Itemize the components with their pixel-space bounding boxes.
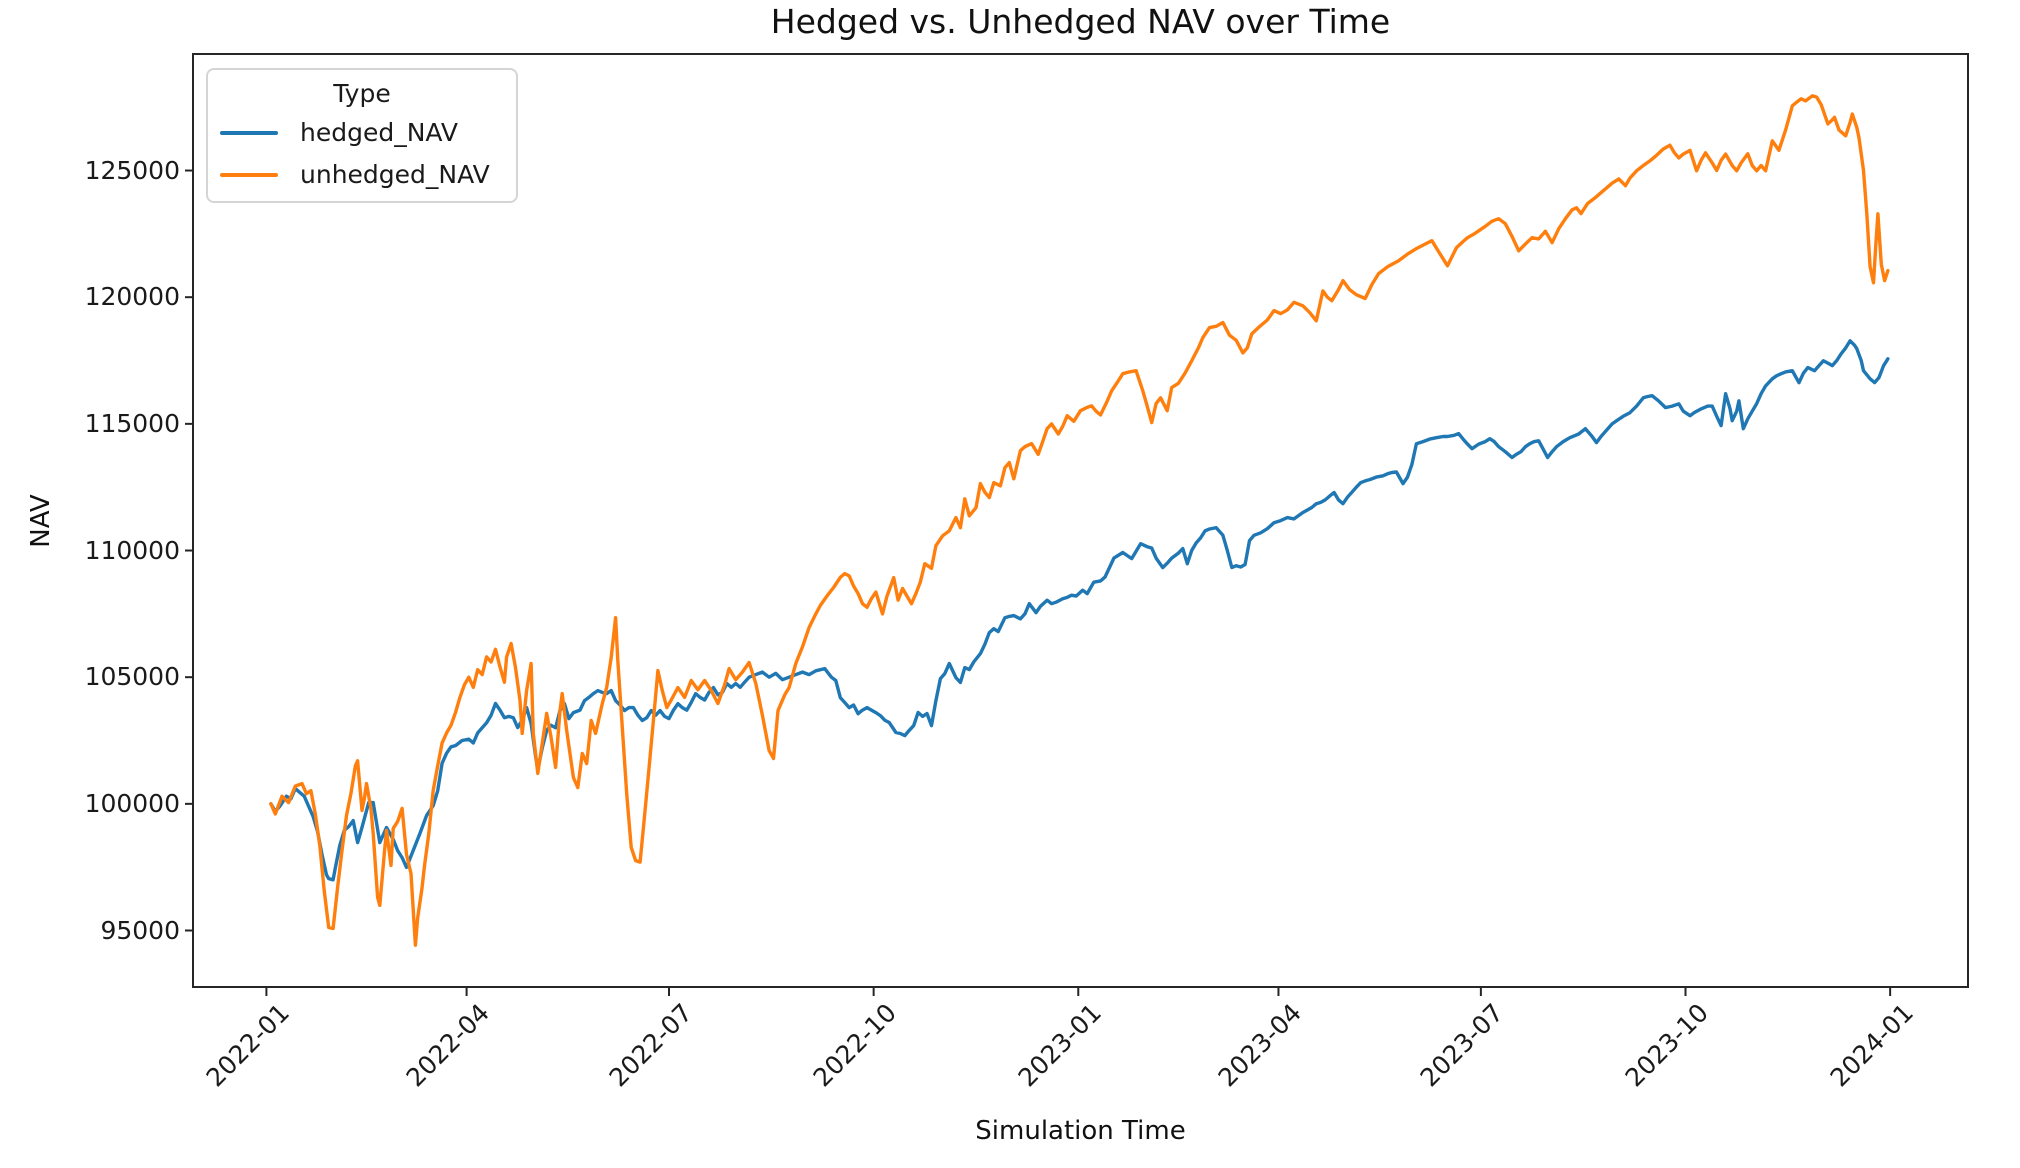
legend: Type hedged_NAV unhedged_NAV [206,68,518,203]
x-axis-label: Simulation Time [193,1116,1968,1146]
y-tick-label: 125000 [85,156,180,186]
legend-title: Type [208,76,516,112]
y-tick-label: 115000 [85,409,180,439]
chart-title: Hedged vs. Unhedged NAV over Time [193,2,1968,41]
y-tick-label: 105000 [85,662,180,692]
y-tick-label: 120000 [85,282,180,312]
y-axis-label: NAV [26,421,58,621]
figure: Hedged vs. Unhedged NAV over Time Simula… [0,0,2020,1168]
legend-swatch-unhedged_NAV [220,173,278,177]
series-line-unhedged_NAV [271,96,1888,945]
y-tick-label: 100000 [85,789,180,819]
y-tick-label: 110000 [85,536,180,566]
legend-label: unhedged_NAV [300,160,490,189]
y-tick-label: 95000 [100,916,180,946]
legend-swatch-hedged_NAV [220,131,278,135]
legend-label: hedged_NAV [300,118,458,147]
legend-item-hedged_NAV: hedged_NAV [208,112,516,154]
legend-item-unhedged_NAV: unhedged_NAV [208,154,516,196]
series-line-hedged_NAV [271,341,1888,880]
legend-items: hedged_NAV unhedged_NAV [208,112,516,196]
